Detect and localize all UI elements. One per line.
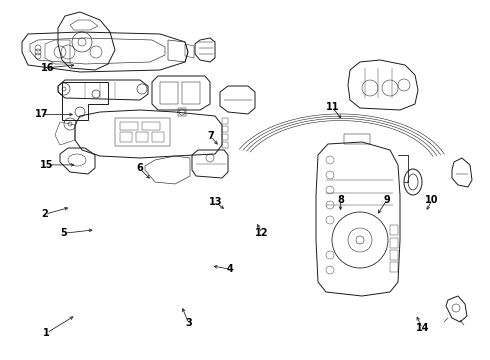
Text: 10: 10 bbox=[425, 195, 439, 205]
Bar bbox=[344, 134, 370, 144]
Bar bbox=[390, 250, 398, 260]
Bar bbox=[222, 134, 228, 140]
Text: 16: 16 bbox=[41, 63, 55, 73]
Text: 7: 7 bbox=[207, 131, 214, 141]
Bar bbox=[160, 82, 178, 104]
Bar bbox=[152, 132, 164, 142]
Text: 15: 15 bbox=[40, 160, 53, 170]
Bar bbox=[390, 238, 398, 248]
Text: 9: 9 bbox=[384, 195, 391, 205]
Bar bbox=[178, 108, 186, 116]
Text: 2: 2 bbox=[42, 209, 49, 219]
Bar bbox=[222, 118, 228, 124]
Bar bbox=[136, 132, 148, 142]
Text: 6: 6 bbox=[136, 163, 143, 174]
Text: 5: 5 bbox=[60, 228, 67, 238]
Bar bbox=[390, 262, 398, 272]
Bar bbox=[115, 118, 170, 146]
Bar bbox=[222, 126, 228, 132]
Bar bbox=[120, 122, 138, 130]
Text: 17: 17 bbox=[35, 109, 49, 120]
Bar bbox=[390, 225, 398, 235]
Bar bbox=[120, 132, 132, 142]
Text: 14: 14 bbox=[416, 323, 429, 333]
Text: 13: 13 bbox=[209, 197, 222, 207]
Bar bbox=[222, 142, 228, 148]
Text: 8: 8 bbox=[337, 195, 344, 205]
Text: 3: 3 bbox=[185, 318, 192, 328]
Text: 4: 4 bbox=[227, 264, 234, 274]
Text: 1: 1 bbox=[43, 328, 50, 338]
Text: 12: 12 bbox=[255, 228, 269, 238]
Bar bbox=[182, 82, 200, 104]
Bar bbox=[142, 122, 160, 130]
Text: 11: 11 bbox=[325, 102, 339, 112]
